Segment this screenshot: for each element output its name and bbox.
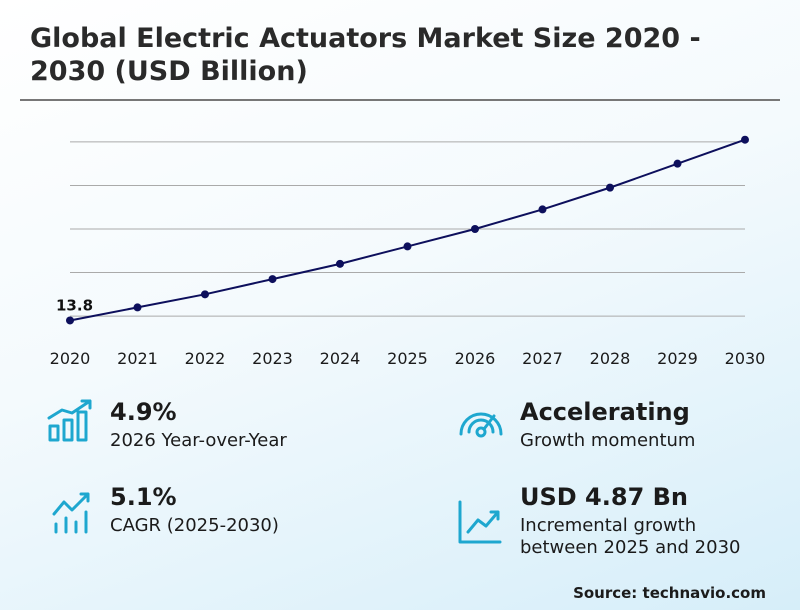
kpi-value: Accelerating xyxy=(520,398,690,426)
x-tick-label: 2021 xyxy=(117,349,158,368)
x-tick-label: 2027 xyxy=(522,349,563,368)
chart-icon xyxy=(458,500,502,544)
kpi-label: Growth momentum xyxy=(520,430,696,451)
chart: 2020 2021 2022 2023 2024 2025 2026 2027 2028 2029… xyxy=(50,135,766,368)
point xyxy=(673,159,682,168)
kpi-label: CAGR (2025-2030) xyxy=(110,515,279,536)
point xyxy=(201,290,209,299)
trend-icon xyxy=(52,492,90,534)
point xyxy=(66,316,74,325)
data-label: 13.8 xyxy=(56,296,93,314)
x-tick-label: 2020 xyxy=(50,349,91,368)
kpi-label: Incremental growth between 2025 and 2030 xyxy=(520,515,741,558)
point xyxy=(471,225,479,233)
kpi-value: USD 4.87 Bn xyxy=(520,483,688,511)
point xyxy=(336,259,344,268)
point xyxy=(403,242,412,251)
chart-title: Global Electric Actuators Market Size 20… xyxy=(30,23,701,87)
kpi-value: 5.1% xyxy=(110,483,177,511)
kpi-label: 2026 Year-over-Year xyxy=(110,430,287,451)
gauge-icon xyxy=(459,412,503,438)
point xyxy=(606,183,614,192)
x-tick-label: 2030 xyxy=(725,349,766,368)
kpi: 4.9% 2026 Year-over-Year xyxy=(110,397,410,452)
line xyxy=(69,138,746,322)
x-tick-label: 2029 xyxy=(657,349,698,368)
x-tick-label: 2026 xyxy=(455,349,496,368)
x-tick-label: 2022 xyxy=(185,349,226,368)
x-tick-label: 2025 xyxy=(387,349,428,368)
point xyxy=(538,205,547,214)
point xyxy=(741,135,749,144)
source: Source: technavio.com xyxy=(573,584,766,602)
kpi: Accelerating Growth momentum xyxy=(520,397,800,452)
bar-growth-icon xyxy=(47,399,92,442)
x-tick-label: 2024 xyxy=(320,349,361,368)
kpi: 5.1% CAGR (2025-2030) xyxy=(110,482,410,537)
header-rule xyxy=(20,99,780,101)
point xyxy=(133,303,142,312)
point xyxy=(268,275,277,284)
kpi: USD 4.87 Bn Incremental growth between 2… xyxy=(520,482,800,559)
kpi-value: 4.9% xyxy=(110,398,177,426)
x-tick-label: 2028 xyxy=(590,349,631,368)
x-tick-label: 2023 xyxy=(252,349,293,368)
